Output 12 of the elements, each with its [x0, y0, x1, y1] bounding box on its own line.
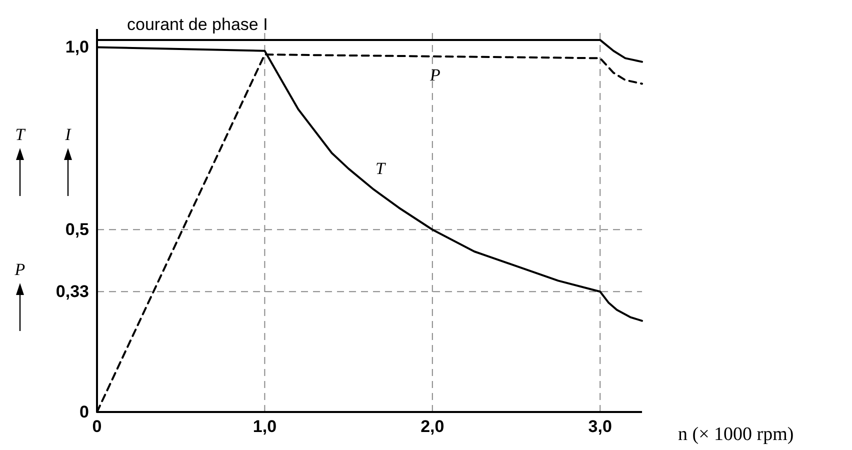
x-tick-label: 2,0: [420, 417, 444, 436]
x-tick-label: 3,0: [588, 417, 612, 436]
series-label: T: [376, 159, 387, 178]
x-tick-label: 1,0: [252, 417, 277, 436]
y-tick-label: 0: [80, 402, 89, 422]
x-tick-label: 0: [92, 417, 102, 436]
y-tick-label: 1,0: [65, 38, 89, 57]
y-tick-label: 0,33: [56, 282, 89, 302]
x-axis-title: n (× 1000 rpm): [678, 424, 794, 445]
series-label: P: [429, 65, 440, 84]
series-label: courant de phase I: [127, 14, 268, 34]
y-tick-label: 0,5: [65, 220, 89, 240]
